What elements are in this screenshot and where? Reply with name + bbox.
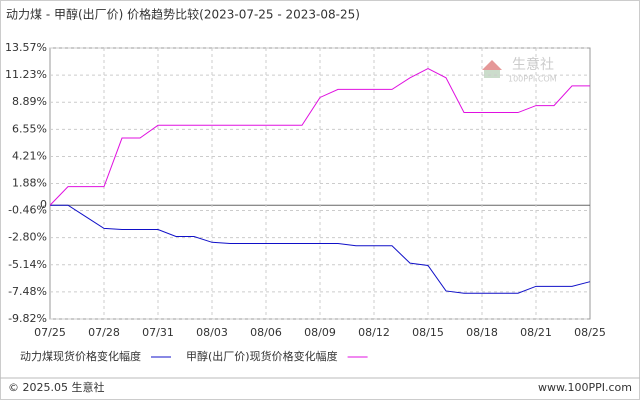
footer-left: © 2025.05 生意社 [8, 380, 104, 394]
y-tick-label: 6.55% [12, 122, 47, 135]
logo [484, 70, 500, 78]
y-tick-label: -9.82% [8, 312, 47, 325]
y-tick-label: 1.88% [12, 176, 47, 189]
x-tick-label: 08/09 [304, 326, 336, 339]
legend-label: 动力煤现货价格变化幅度 [20, 349, 141, 363]
y-tick-label: -5.14% [8, 258, 47, 271]
x-tick-label: 08/21 [520, 326, 552, 339]
x-tick-label: 08/03 [196, 326, 228, 339]
watermark-sub: 100PPI.COM [508, 75, 557, 84]
x-tick-label: 07/31 [142, 326, 174, 339]
x-tick-label: 07/28 [88, 326, 120, 339]
x-tick-label: 07/25 [34, 326, 66, 339]
x-tick-label: 08/25 [574, 326, 606, 339]
y-tick-label: 8.89% [12, 95, 47, 108]
watermark-text: 生意社 [512, 56, 554, 73]
legend-label: 甲醇(出厂价)现货价格变化幅度 [186, 349, 338, 363]
footer-right: www.100PPI.com [538, 381, 632, 394]
x-tick-label: 08/12 [358, 326, 390, 339]
y-tick-label: 0 [40, 198, 47, 211]
y-tick-label: 4.21% [12, 149, 47, 162]
y-tick-label: 13.57% [5, 41, 47, 54]
series-line [50, 204, 591, 294]
x-tick-label: 08/06 [250, 326, 282, 339]
y-tick-label: -2.80% [8, 231, 47, 244]
x-tick-label: 08/15 [412, 326, 444, 339]
y-tick-label: 11.23% [5, 68, 47, 81]
x-tick-label: 08/18 [466, 326, 498, 339]
chart-title: 动力煤 - 甲醇(出厂价) 价格趋势比较(2023-07-25 - 2023-0… [6, 7, 360, 22]
series-line [49, 67, 590, 206]
watermark: 生意社 100PPI.COM [482, 56, 557, 84]
logo [482, 60, 502, 70]
y-tick-label: -7.48% [8, 285, 47, 298]
y-tick-label: -0.46% [8, 204, 47, 217]
